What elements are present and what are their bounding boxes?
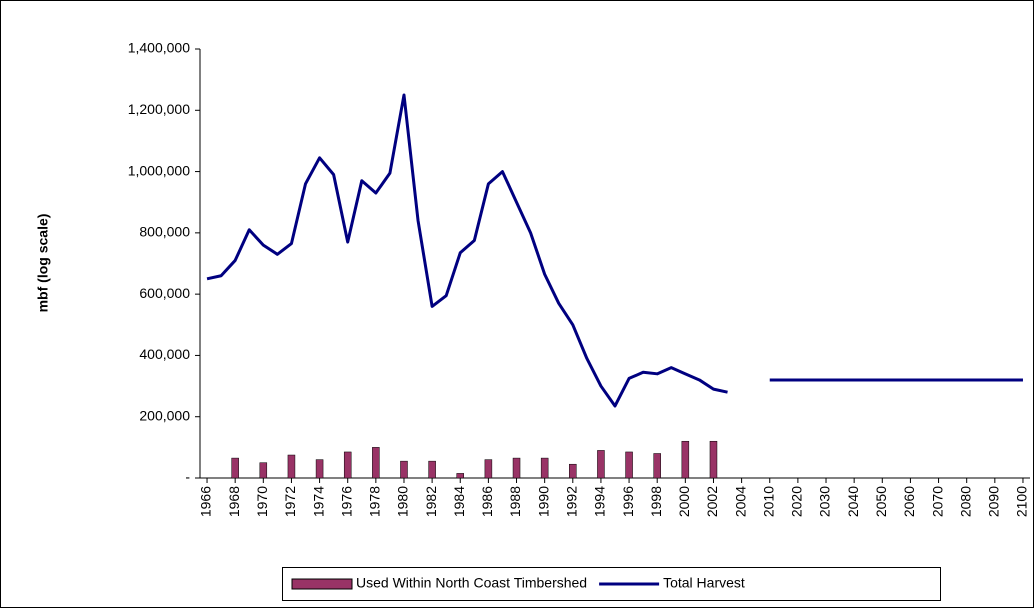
- x-tick-label: 1966: [198, 486, 214, 517]
- x-tick-label: 1992: [563, 486, 579, 517]
- x-tick-label: 2020: [789, 486, 805, 517]
- y-tick-label: -: [185, 469, 190, 485]
- x-tick-label: 2000: [676, 486, 692, 517]
- bar: [569, 463, 577, 479]
- x-tick-label: 1980: [395, 486, 411, 517]
- x-tick-label: 1970: [254, 486, 270, 517]
- y-tick-label: 200,000: [139, 407, 190, 423]
- x-tick-label: 2080: [957, 486, 973, 517]
- x-tick-label: 2004: [732, 486, 748, 517]
- bar: [597, 450, 605, 479]
- x-tick-label: 1974: [310, 486, 326, 517]
- x-tick-label: 1998: [648, 486, 664, 517]
- x-tick-label: 1984: [451, 486, 467, 517]
- x-tick-label: 1986: [479, 486, 495, 517]
- y-tick-label: 1,000,000: [128, 162, 190, 178]
- bar: [681, 440, 690, 479]
- bar: [709, 440, 718, 479]
- x-tick-label: 2010: [760, 486, 776, 517]
- bar: [653, 453, 661, 479]
- y-tick-label: 600,000: [139, 285, 190, 301]
- bar: [343, 451, 352, 479]
- x-tick-label: 1994: [592, 486, 608, 517]
- y-tick-label: 400,000: [139, 346, 190, 362]
- x-tick-label: 2040: [845, 486, 861, 517]
- bar: [456, 473, 465, 479]
- x-tick-label: 2100: [1014, 486, 1030, 517]
- y-tick-label: 800,000: [139, 224, 190, 240]
- bar: [372, 447, 380, 479]
- x-tick-label: 1968: [226, 486, 242, 517]
- bar: [259, 462, 268, 479]
- bar: [428, 460, 436, 479]
- x-tick-label: 2002: [704, 486, 720, 517]
- y-tick-label: 1,200,000: [128, 101, 190, 117]
- x-tick-label: 1990: [535, 486, 551, 517]
- x-tick-label: 1976: [338, 486, 354, 517]
- bar: [540, 457, 549, 479]
- x-tick-label: 2050: [873, 486, 889, 517]
- x-tick-label: 1982: [423, 486, 439, 517]
- x-tick-label: 2030: [817, 486, 833, 517]
- x-tick-label: 1972: [282, 486, 298, 517]
- x-tick-label: 2070: [929, 486, 945, 517]
- legend-label: Total Harvest: [663, 575, 745, 591]
- legend-label: Used Within North Coast Timbershed: [356, 575, 587, 591]
- x-tick-label: 1978: [367, 486, 383, 517]
- x-tick-label: 2090: [986, 486, 1002, 517]
- bar: [287, 454, 296, 479]
- bar: [625, 451, 633, 479]
- x-tick-label: 1988: [507, 486, 523, 517]
- x-tick-label: 2060: [901, 486, 917, 517]
- bar: [315, 459, 324, 479]
- y-axis-title: mbf (log scale): [35, 214, 51, 313]
- bar: [231, 457, 239, 479]
- bar: [484, 459, 493, 479]
- x-tick-label: 1996: [620, 486, 636, 517]
- legend-swatch: [291, 578, 353, 590]
- line: [206, 93, 1023, 408]
- bar: [512, 457, 521, 479]
- y-tick-label: 1,400,000: [128, 40, 190, 56]
- bar: [400, 460, 408, 479]
